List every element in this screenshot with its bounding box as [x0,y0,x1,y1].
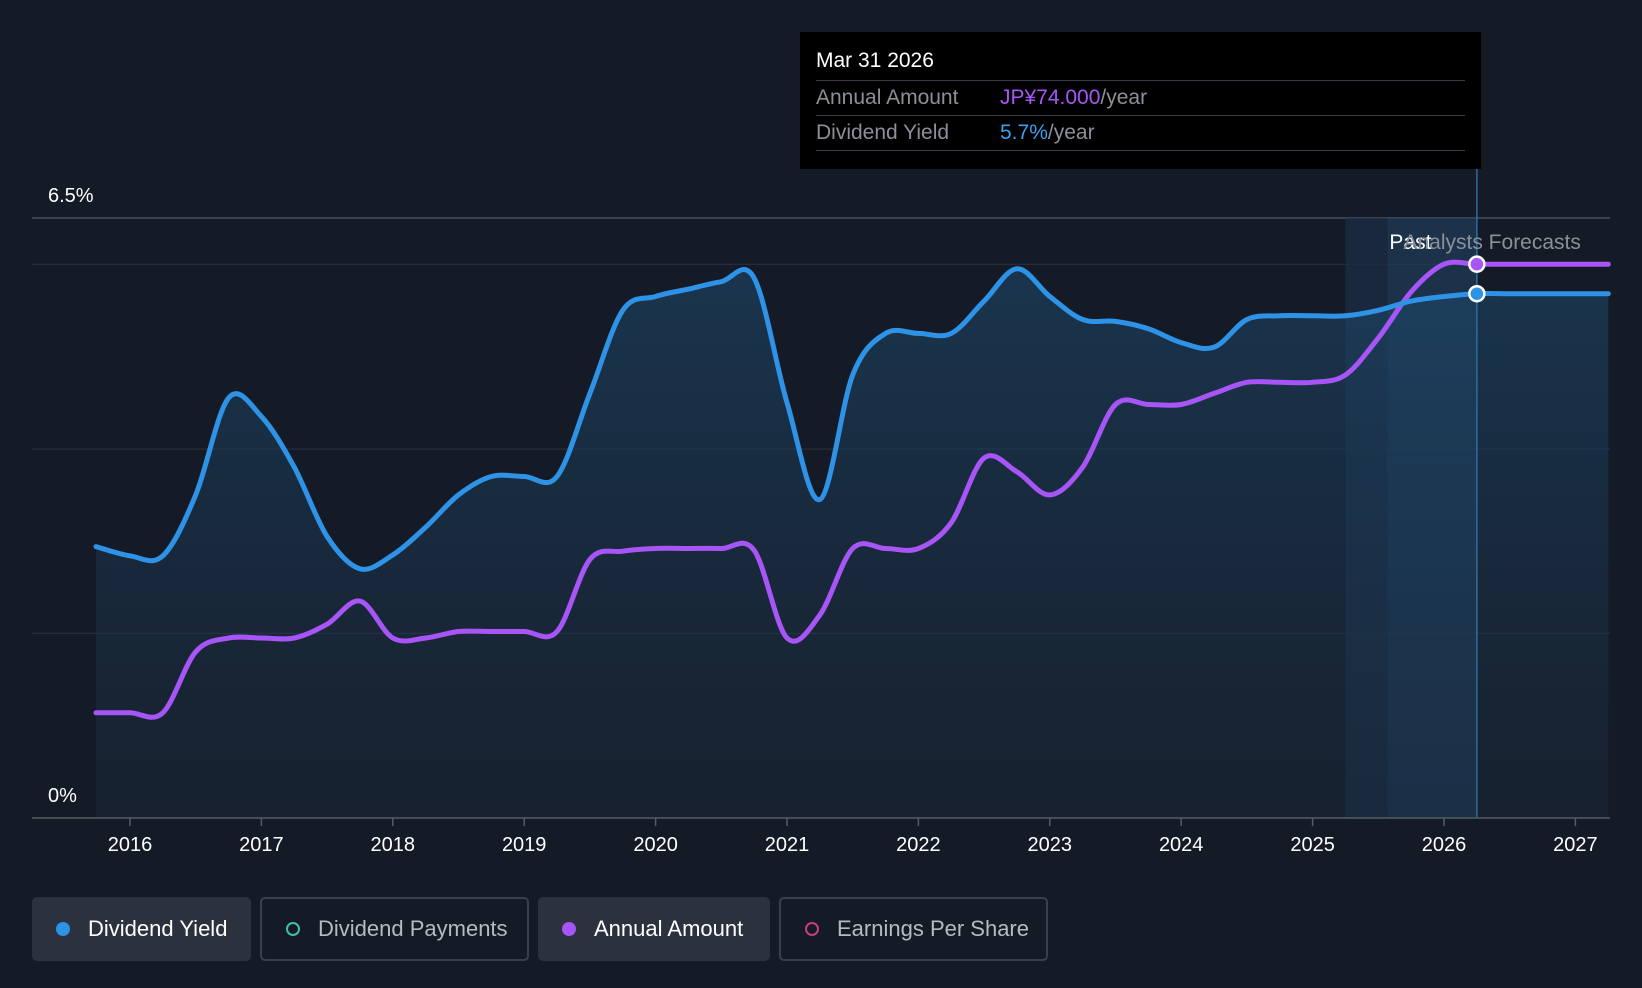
ring-dot-icon [805,922,819,936]
y-top-label: 6.5% [48,185,94,207]
tooltip-yield-value: 5.7% [1000,121,1048,144]
forecast-label: Analysts Forecasts [1403,231,1580,254]
legend-dividend-yield[interactable]: Dividend Yield [32,897,251,961]
dividend-yield-area [96,268,1609,818]
legend-earnings-per-share[interactable]: Earnings Per Share [779,897,1048,961]
dividend-yield-line [93,266,1611,572]
legend-label: Dividend Yield [88,916,228,941]
filled-dot-icon [562,922,576,936]
x-tick-label: 2025 [1290,834,1335,856]
x-tick-label: 2022 [896,834,941,856]
legend-annual-amount[interactable]: Annual Amount [538,897,770,961]
x-tick-label: 2027 [1553,834,1598,856]
x-tick-label: 2020 [633,834,678,856]
tooltip-date: Mar 31 2026 [816,46,1465,81]
legend-label: Annual Amount [594,916,744,941]
hover-tooltip: Mar 31 2026 Annual Amount JP¥74.000 /yea… [800,32,1481,169]
legend-label: Earnings Per Share [837,916,1029,941]
tooltip-annual-row: Annual Amount JP¥74.000 /year [816,81,1465,116]
past-label: Past [1389,231,1431,254]
tooltip-yield-unit: /year [1047,121,1095,144]
x-tick-label: 2026 [1422,834,1467,856]
y-bottom-label: 0% [48,785,77,807]
legend-label: Dividend Payments [318,916,508,941]
x-tick-label: 2016 [108,834,153,856]
x-tick-label: 2019 [502,834,547,856]
x-tick-label: 2024 [1159,834,1204,856]
annual-amount-line [93,259,1611,720]
filled-dot-icon [56,922,70,936]
tooltip-yield-row: Dividend Yield 5.7% /year [816,116,1465,151]
x-tick-label: 2021 [765,834,810,856]
dividend-yield-marker [1468,284,1486,303]
x-tick-label: 2017 [239,834,284,856]
annual-amount-marker [1468,255,1486,273]
x-tick-label: 2018 [371,834,416,856]
tooltip-annual-value: JP¥74.000 [1000,86,1101,109]
tooltip-annual-unit: /year [1100,86,1148,109]
tooltip-yield-label: Dividend Yield [816,121,950,144]
tooltip-annual-label: Annual Amount [816,86,959,109]
legend-dividend-payments[interactable]: Dividend Payments [260,897,529,961]
x-tick-label: 2023 [1028,834,1073,856]
ring-dot-icon [286,922,300,936]
